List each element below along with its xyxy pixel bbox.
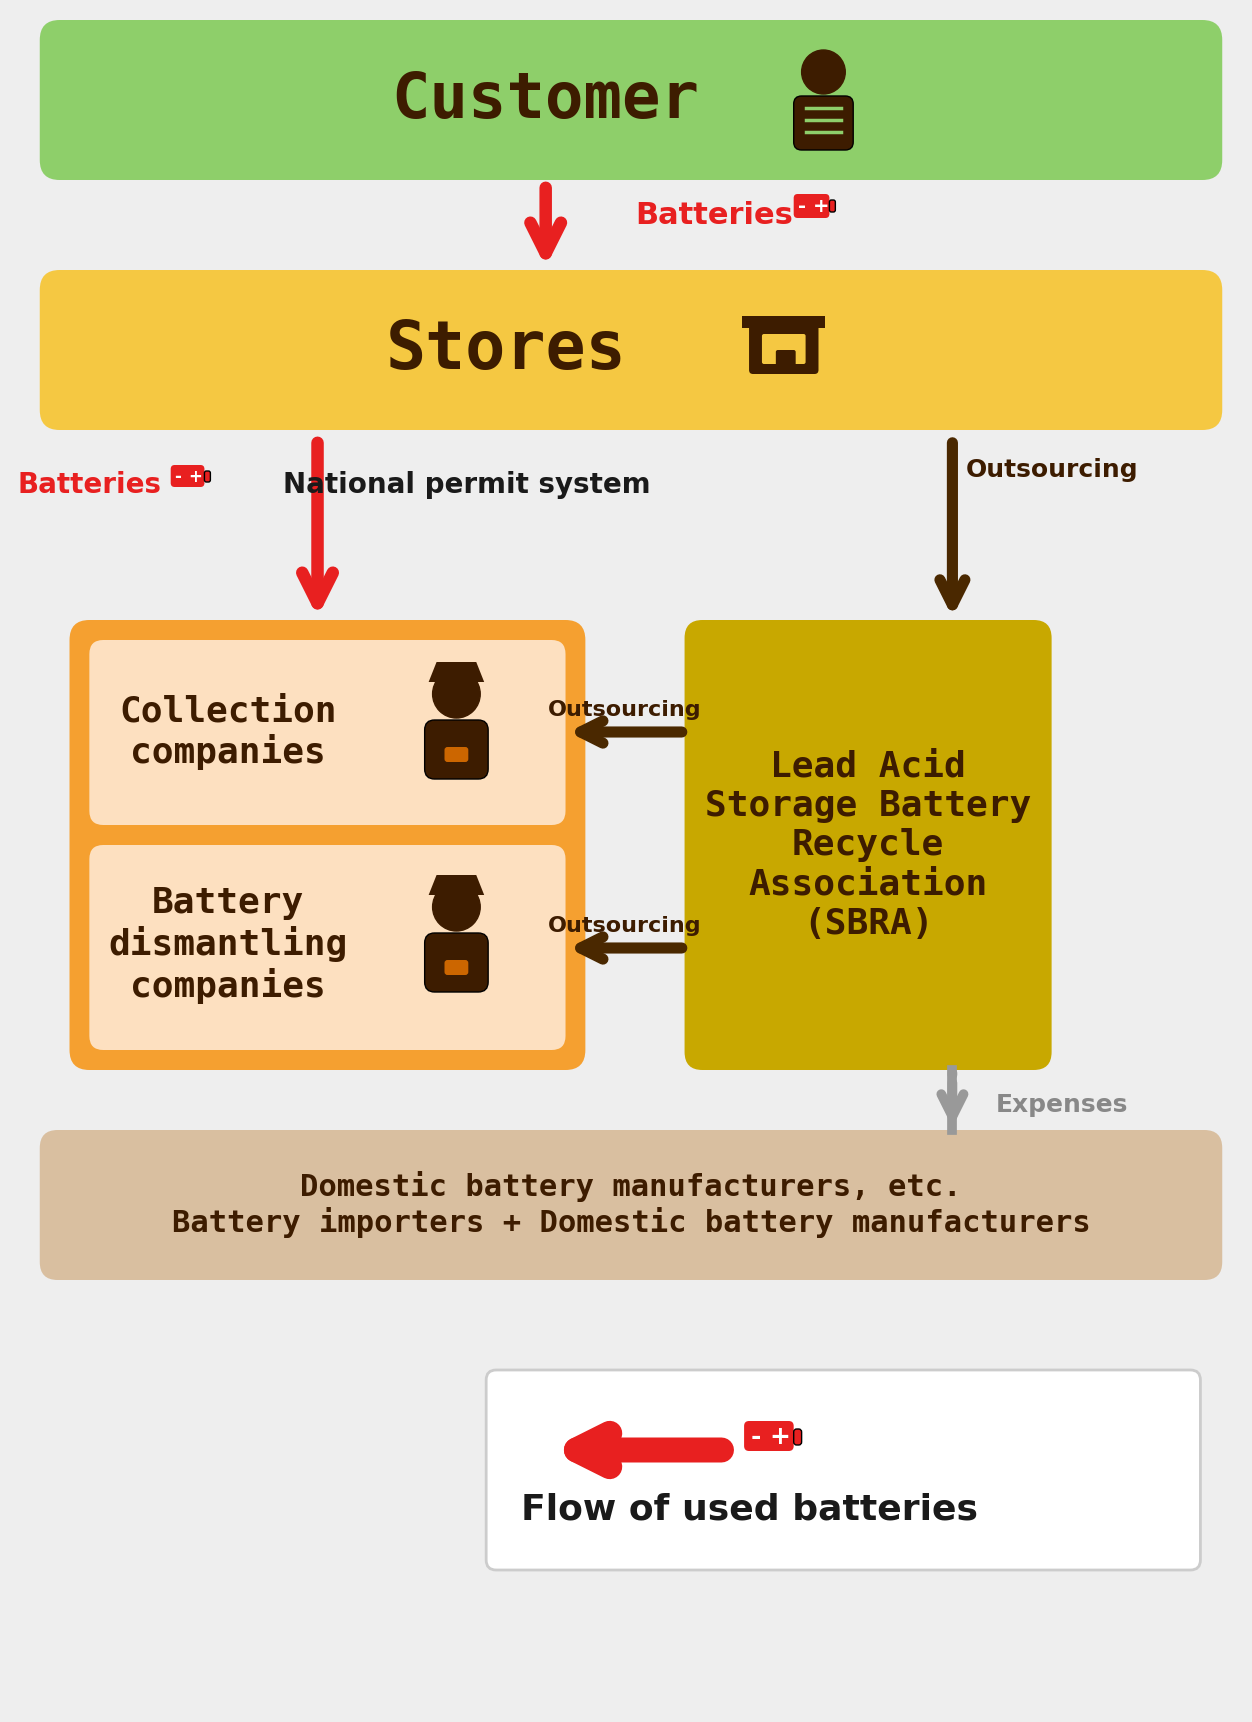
Text: -: -	[174, 468, 182, 486]
FancyBboxPatch shape	[776, 350, 796, 374]
FancyBboxPatch shape	[40, 21, 1222, 181]
FancyBboxPatch shape	[794, 96, 853, 150]
FancyBboxPatch shape	[744, 1421, 794, 1452]
FancyBboxPatch shape	[170, 465, 204, 487]
Text: Collection
companies: Collection companies	[119, 694, 337, 770]
FancyBboxPatch shape	[829, 200, 835, 212]
Text: Outsourcing: Outsourcing	[548, 701, 702, 720]
FancyBboxPatch shape	[424, 933, 488, 992]
FancyBboxPatch shape	[794, 195, 829, 219]
FancyBboxPatch shape	[444, 747, 468, 763]
Text: Expenses: Expenses	[995, 1093, 1128, 1118]
Text: Lead Acid
Storage Battery
Recycle
Association
(SBRA): Lead Acid Storage Battery Recycle Associ…	[705, 749, 1032, 940]
FancyBboxPatch shape	[40, 270, 1222, 430]
Text: +: +	[814, 198, 830, 217]
Text: Batteries: Batteries	[636, 200, 794, 229]
FancyBboxPatch shape	[486, 1371, 1201, 1570]
Text: Stores: Stores	[386, 317, 626, 382]
Text: +: +	[189, 468, 203, 486]
FancyBboxPatch shape	[444, 959, 468, 975]
FancyBboxPatch shape	[89, 846, 566, 1050]
FancyBboxPatch shape	[424, 720, 488, 778]
Text: -: -	[798, 198, 805, 217]
FancyBboxPatch shape	[685, 620, 1052, 1069]
Text: -: -	[751, 1426, 761, 1448]
Text: +: +	[770, 1426, 790, 1448]
Bar	[742, 317, 825, 327]
Circle shape	[433, 670, 481, 718]
Text: Batteries: Batteries	[18, 472, 162, 499]
FancyBboxPatch shape	[204, 472, 210, 482]
Polygon shape	[428, 875, 485, 895]
Text: Flow of used batteries: Flow of used batteries	[521, 1493, 978, 1527]
Text: Battery
dismantling
companies: Battery dismantling companies	[109, 887, 348, 1004]
FancyBboxPatch shape	[70, 620, 586, 1069]
Text: Outsourcing: Outsourcing	[548, 916, 702, 937]
FancyBboxPatch shape	[794, 1429, 801, 1445]
Text: Outsourcing: Outsourcing	[965, 458, 1138, 482]
FancyBboxPatch shape	[749, 322, 819, 374]
FancyBboxPatch shape	[762, 334, 805, 363]
Text: National permit system: National permit system	[283, 472, 650, 499]
Polygon shape	[428, 661, 485, 682]
Text: Domestic battery manufacturers, etc.
Battery importers + Domestic battery manufa: Domestic battery manufacturers, etc. Bat…	[172, 1171, 1090, 1238]
Text: Customer: Customer	[392, 69, 700, 131]
FancyBboxPatch shape	[89, 641, 566, 825]
FancyBboxPatch shape	[40, 1130, 1222, 1279]
Circle shape	[433, 883, 481, 932]
FancyBboxPatch shape	[20, 10, 1242, 1710]
Circle shape	[801, 50, 845, 95]
